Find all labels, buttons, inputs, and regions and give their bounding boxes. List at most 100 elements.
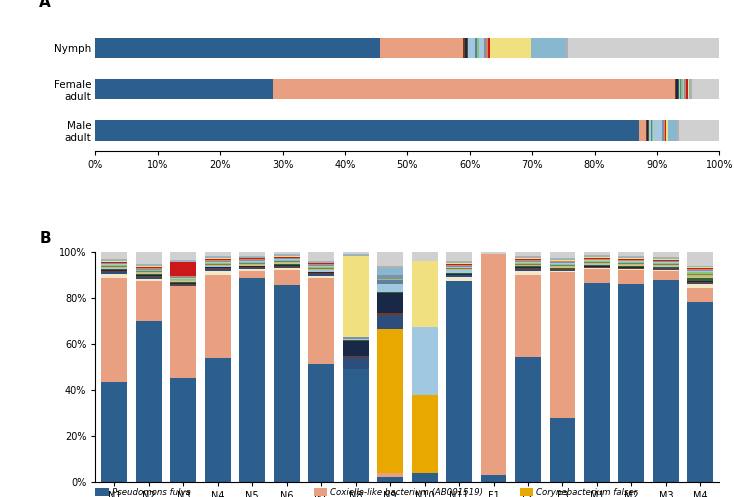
Bar	[205, 256, 230, 257]
Bar	[688, 275, 713, 277]
Bar	[584, 267, 610, 268]
Bar	[308, 270, 334, 271]
Bar	[648, 120, 650, 141]
Bar	[619, 261, 644, 262]
Bar	[170, 261, 196, 262]
Bar	[619, 263, 644, 264]
Bar	[481, 254, 506, 475]
Bar	[170, 286, 196, 378]
Bar	[467, 38, 468, 58]
Bar	[653, 258, 679, 259]
Bar	[205, 269, 230, 271]
Bar	[487, 38, 488, 58]
Bar	[170, 252, 196, 260]
Bar	[465, 38, 467, 58]
Bar	[101, 265, 127, 266]
Bar	[239, 262, 265, 263]
Bar	[274, 262, 299, 263]
Bar	[239, 259, 265, 260]
Bar	[308, 278, 334, 364]
Bar	[136, 252, 161, 264]
Bar	[205, 259, 230, 260]
Bar	[308, 271, 334, 272]
Bar	[95, 38, 379, 58]
Bar	[645, 120, 647, 141]
Bar	[274, 252, 299, 254]
Bar	[653, 120, 662, 141]
Bar	[550, 270, 575, 271]
Bar	[377, 268, 403, 275]
Bar	[239, 264, 265, 265]
Bar	[308, 266, 334, 267]
Bar	[679, 120, 719, 141]
Bar	[136, 264, 161, 265]
Bar	[101, 267, 127, 268]
Bar	[205, 275, 230, 358]
Bar	[136, 267, 161, 268]
Bar	[170, 278, 196, 279]
Bar	[515, 257, 541, 258]
Bar	[688, 266, 713, 267]
Bar	[584, 263, 610, 264]
Bar	[550, 269, 575, 270]
Bar	[343, 339, 368, 340]
Bar	[688, 302, 713, 482]
Bar	[101, 260, 127, 261]
Bar	[379, 38, 463, 58]
Bar	[205, 264, 230, 265]
Bar	[101, 263, 127, 264]
Bar	[619, 257, 644, 258]
Bar	[664, 120, 665, 141]
Bar	[515, 262, 541, 263]
Bar	[205, 257, 230, 258]
Bar	[239, 263, 265, 264]
Bar	[170, 284, 196, 285]
Bar	[239, 257, 265, 258]
Bar	[95, 120, 639, 141]
Bar	[101, 272, 127, 274]
Bar	[490, 38, 531, 58]
Bar	[619, 265, 644, 266]
Bar	[619, 262, 644, 263]
Bar	[205, 258, 230, 259]
Bar	[170, 280, 196, 281]
Bar	[205, 260, 230, 261]
Bar	[274, 265, 299, 266]
Bar	[550, 263, 575, 264]
Bar	[101, 261, 127, 262]
Bar	[274, 260, 299, 261]
Bar	[446, 266, 472, 267]
Bar	[688, 267, 713, 268]
Bar	[101, 259, 127, 260]
Bar	[274, 258, 299, 259]
Bar	[550, 268, 575, 269]
Bar	[566, 38, 568, 58]
Bar	[101, 382, 127, 482]
Bar	[170, 260, 196, 261]
Bar	[343, 336, 368, 339]
Text: Corynebacterium falser: Corynebacterium falser	[536, 488, 637, 497]
Bar	[170, 281, 196, 282]
Bar	[550, 260, 575, 261]
Bar	[550, 267, 575, 268]
Bar	[239, 277, 265, 482]
Bar	[239, 269, 265, 271]
Bar	[653, 269, 679, 270]
Bar	[377, 477, 403, 482]
Bar	[653, 259, 679, 260]
Bar	[274, 285, 299, 482]
Bar	[686, 79, 688, 99]
Bar	[688, 288, 713, 302]
Bar	[239, 252, 265, 256]
Bar	[584, 262, 610, 263]
Bar	[476, 38, 477, 58]
Bar	[550, 418, 575, 482]
Bar	[477, 38, 479, 58]
Bar	[679, 79, 680, 99]
Bar	[308, 276, 334, 278]
Bar	[515, 260, 541, 261]
Bar	[550, 264, 575, 265]
Bar	[550, 272, 575, 418]
Bar	[239, 266, 265, 267]
Bar	[308, 272, 334, 273]
